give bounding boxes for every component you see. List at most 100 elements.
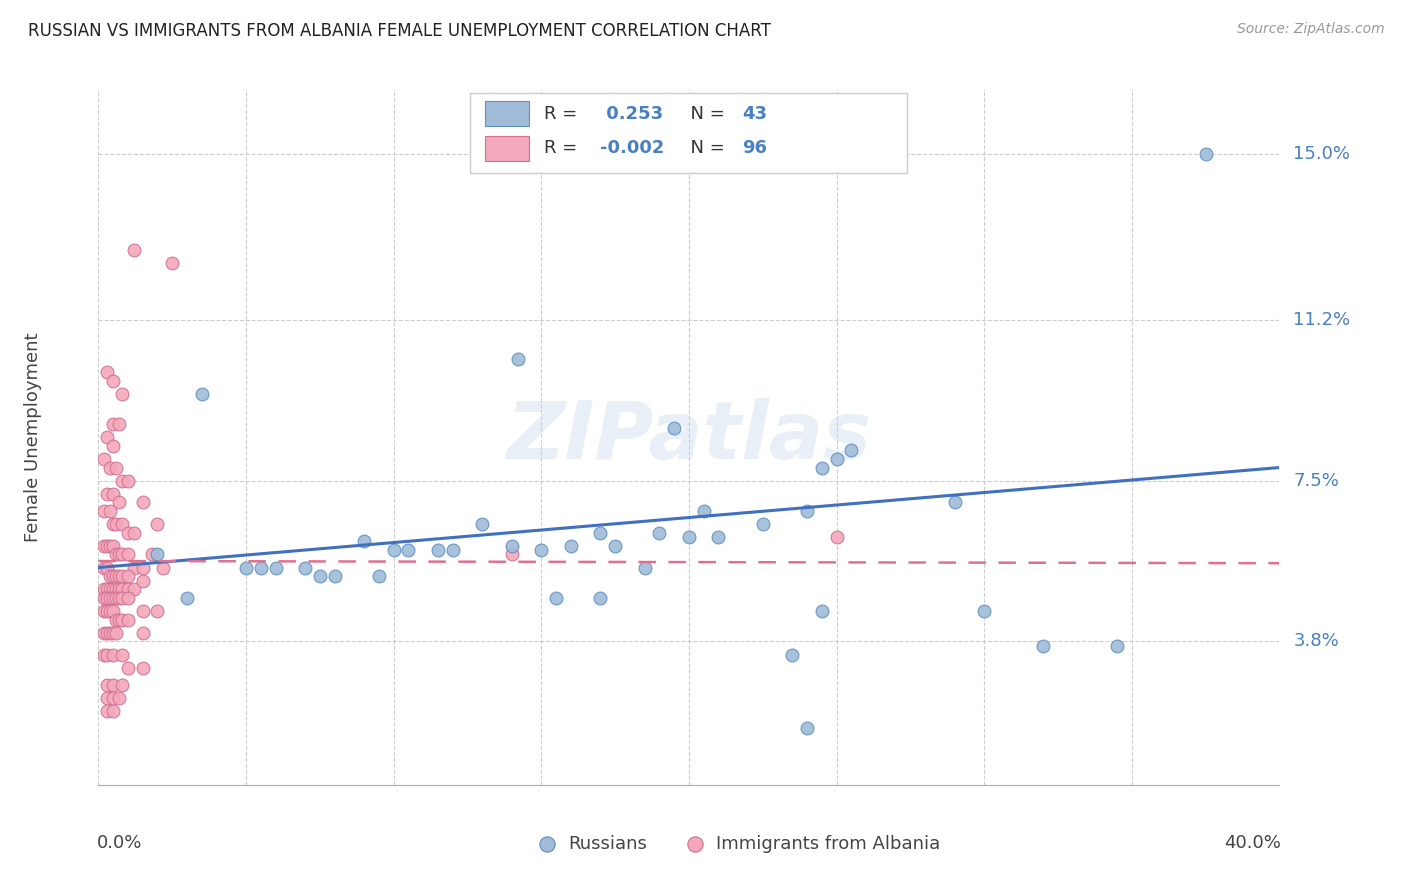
Text: Russians: Russians bbox=[568, 835, 647, 853]
Point bbox=[117, 582, 139, 597]
Point bbox=[707, 530, 730, 544]
Point bbox=[132, 660, 155, 674]
Text: RUSSIAN VS IMMIGRANTS FROM ALBANIA FEMALE UNEMPLOYMENT CORRELATION CHART: RUSSIAN VS IMMIGRANTS FROM ALBANIA FEMAL… bbox=[28, 22, 770, 40]
Point bbox=[309, 569, 332, 583]
Point bbox=[796, 504, 818, 518]
Point bbox=[117, 548, 139, 562]
Point bbox=[103, 648, 125, 662]
Point bbox=[96, 625, 118, 640]
Point bbox=[648, 525, 671, 540]
Point bbox=[96, 704, 118, 718]
Point bbox=[103, 582, 125, 597]
Point bbox=[589, 591, 612, 605]
Point bbox=[93, 560, 115, 574]
Point bbox=[117, 660, 139, 674]
Point bbox=[93, 591, 115, 605]
Point bbox=[105, 569, 128, 583]
Bar bbox=[485, 136, 530, 161]
Point bbox=[98, 460, 121, 475]
Point bbox=[93, 539, 115, 553]
Point bbox=[103, 604, 125, 618]
Point bbox=[96, 430, 118, 444]
Point bbox=[103, 625, 125, 640]
Point bbox=[93, 604, 115, 618]
Point bbox=[96, 591, 118, 605]
Point bbox=[839, 443, 862, 458]
Point bbox=[162, 256, 183, 270]
Point bbox=[111, 678, 134, 692]
Point bbox=[96, 365, 118, 379]
Point bbox=[782, 648, 804, 662]
Text: 11.2%: 11.2% bbox=[1294, 310, 1351, 328]
Point bbox=[105, 460, 128, 475]
Point bbox=[108, 591, 131, 605]
Point bbox=[103, 591, 125, 605]
Text: Source: ZipAtlas.com: Source: ZipAtlas.com bbox=[1237, 22, 1385, 37]
Point bbox=[141, 548, 163, 562]
Point bbox=[108, 582, 131, 597]
Point bbox=[122, 525, 145, 540]
Point bbox=[605, 539, 627, 553]
Point bbox=[105, 625, 128, 640]
Point bbox=[693, 504, 716, 518]
Point bbox=[105, 582, 128, 597]
Point bbox=[117, 474, 139, 488]
Point bbox=[96, 690, 118, 705]
Point bbox=[105, 591, 128, 605]
Point bbox=[117, 525, 139, 540]
Point bbox=[103, 374, 125, 388]
Point bbox=[108, 569, 131, 583]
Point bbox=[98, 539, 121, 553]
Point bbox=[560, 539, 582, 553]
Point bbox=[93, 625, 115, 640]
Point bbox=[96, 648, 118, 662]
Text: 15.0%: 15.0% bbox=[1294, 145, 1350, 163]
Point bbox=[323, 569, 346, 583]
Point bbox=[96, 678, 118, 692]
Point bbox=[117, 591, 139, 605]
Point bbox=[103, 439, 125, 453]
Point bbox=[108, 495, 131, 509]
Point bbox=[973, 604, 995, 618]
Point bbox=[810, 460, 832, 475]
Point bbox=[589, 525, 612, 540]
Point bbox=[105, 516, 128, 531]
Point bbox=[132, 604, 155, 618]
Point bbox=[117, 613, 139, 627]
Point bbox=[98, 582, 121, 597]
Point bbox=[501, 548, 523, 562]
Point bbox=[93, 582, 115, 597]
Point bbox=[105, 548, 128, 562]
Text: 3.8%: 3.8% bbox=[1294, 632, 1339, 650]
Point bbox=[111, 386, 134, 401]
Point bbox=[96, 582, 118, 597]
Text: -0.002: -0.002 bbox=[600, 139, 665, 157]
Point bbox=[546, 591, 568, 605]
Text: 7.5%: 7.5% bbox=[1294, 472, 1340, 490]
Point bbox=[191, 386, 214, 401]
Point bbox=[633, 560, 655, 574]
Point bbox=[117, 569, 139, 583]
Point bbox=[108, 417, 131, 431]
Point bbox=[108, 613, 131, 627]
Text: R =: R = bbox=[544, 104, 582, 122]
Point bbox=[111, 569, 134, 583]
Point bbox=[98, 625, 121, 640]
Point bbox=[111, 474, 134, 488]
Text: 40.0%: 40.0% bbox=[1223, 834, 1281, 852]
Point bbox=[111, 613, 134, 627]
Point bbox=[93, 648, 115, 662]
Text: ZIPatlas: ZIPatlas bbox=[506, 398, 872, 476]
Point bbox=[501, 539, 523, 553]
Point bbox=[132, 495, 155, 509]
Point bbox=[103, 569, 125, 583]
Point bbox=[250, 560, 273, 574]
Point bbox=[103, 516, 125, 531]
Text: Female Unemployment: Female Unemployment bbox=[24, 333, 42, 541]
Point bbox=[111, 591, 134, 605]
Point bbox=[146, 604, 169, 618]
Text: 0.253: 0.253 bbox=[600, 104, 664, 122]
Point bbox=[825, 530, 848, 544]
Point bbox=[103, 690, 125, 705]
Point bbox=[98, 569, 121, 583]
